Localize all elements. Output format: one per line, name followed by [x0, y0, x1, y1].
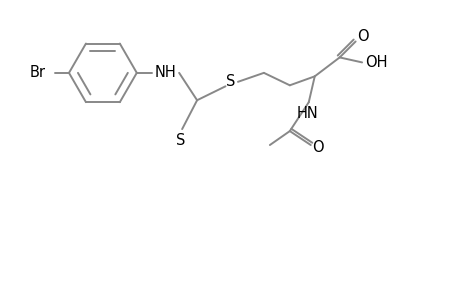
- Text: O: O: [356, 29, 368, 44]
- Text: S: S: [176, 133, 185, 148]
- Text: O: O: [312, 140, 323, 155]
- Text: NH: NH: [155, 65, 176, 80]
- Text: HN: HN: [296, 106, 318, 121]
- Text: OH: OH: [364, 55, 386, 70]
- Text: Br: Br: [30, 65, 46, 80]
- Text: S: S: [226, 74, 235, 89]
